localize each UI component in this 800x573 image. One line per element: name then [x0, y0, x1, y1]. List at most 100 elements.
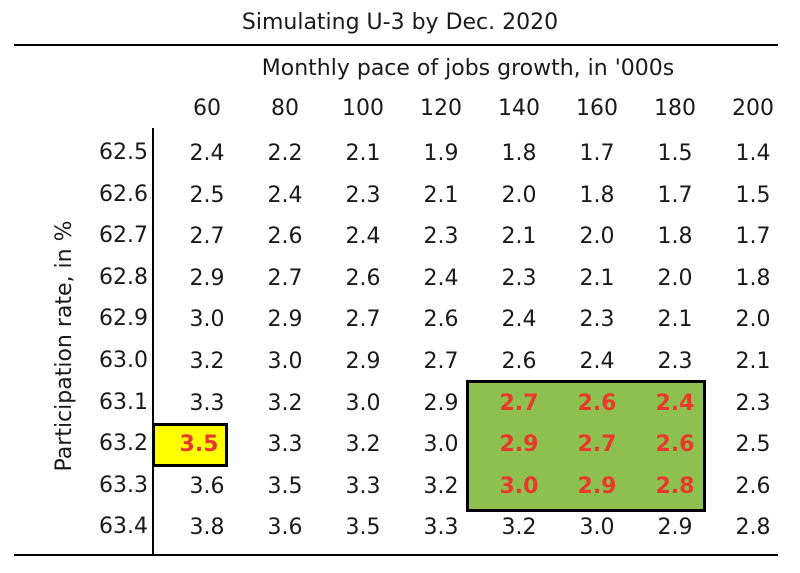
x-tick-label: 200: [732, 96, 774, 121]
table-cell: 3.3: [267, 432, 303, 458]
table-cell: 2.5: [735, 432, 771, 458]
table-cell: 2.3: [345, 182, 381, 208]
table-cell: 3.0: [345, 390, 381, 416]
table-cell: 3.8: [189, 515, 225, 541]
table-cell: 2.6: [423, 307, 459, 333]
y-tick-label: 62.7: [99, 223, 148, 249]
table-cell: 2.4: [655, 390, 695, 416]
table-cell: 2.4: [423, 265, 459, 291]
table-cell: 1.8: [735, 265, 771, 291]
table-cell: 2.4: [501, 307, 537, 333]
table-cell: 2.9: [499, 432, 539, 458]
table-cell: 3.5: [345, 515, 381, 541]
x-axis-label: Monthly pace of jobs growth, in '000s: [261, 56, 675, 81]
table-cell: 2.4: [267, 182, 303, 208]
table-cell: 3.2: [345, 432, 381, 458]
table-cell: 1.7: [657, 182, 693, 208]
table-cell: 1.9: [423, 141, 459, 166]
table-cell: 3.2: [189, 349, 225, 374]
table-cell: 2.0: [579, 224, 615, 250]
table-cell: 1.7: [579, 141, 615, 166]
table-cell: 2.4: [189, 141, 225, 166]
table-cell: 2.0: [501, 182, 537, 208]
table-cell: 3.5: [179, 432, 219, 458]
table-cell: 2.3: [579, 307, 615, 333]
table-cell: 2.6: [735, 473, 771, 499]
chart-title: Simulating U-3 by Dec. 2020: [241, 10, 559, 35]
x-tick-label: 120: [420, 96, 462, 121]
y-tick-label: 63.4: [99, 514, 148, 540]
table-cell: 2.0: [657, 265, 693, 291]
table-cell: 2.1: [579, 265, 615, 291]
table-cell: 2.6: [267, 224, 303, 250]
table-cell: 2.5: [189, 182, 225, 208]
table-cell: 3.0: [579, 515, 615, 541]
table-cell: 1.5: [657, 141, 693, 166]
table-cell: 1.4: [735, 141, 771, 166]
table-cell: 2.6: [345, 265, 381, 291]
table-cell: 3.3: [423, 515, 459, 541]
table-cell: 3.0: [189, 307, 225, 333]
table-cell: 2.2: [267, 141, 303, 166]
table-cell: 2.6: [655, 432, 695, 458]
table-cell: 3.3: [345, 473, 381, 499]
table-cell: 3.2: [423, 473, 459, 499]
table-cell: 2.1: [345, 141, 381, 166]
y-tick-label: 63.3: [99, 472, 148, 498]
table-cell: 2.9: [423, 390, 459, 416]
table-cell: 2.1: [423, 182, 459, 208]
table-cell: 2.7: [577, 432, 617, 458]
y-tick-label: 63.2: [99, 431, 148, 457]
table-cell: 2.6: [501, 349, 537, 374]
x-tick-label: 160: [576, 96, 618, 121]
table-cell: 2.7: [267, 265, 303, 291]
table-cell: 2.8: [735, 515, 771, 541]
y-axis-label: Participation rate, in %: [52, 220, 77, 472]
table-cell: 1.5: [735, 182, 771, 208]
table-cell: 2.3: [501, 265, 537, 291]
y-tick-label: 62.8: [99, 264, 148, 290]
y-tick-label: 62.5: [99, 140, 148, 165]
x-tick-label: 140: [498, 96, 540, 121]
table-cell: 2.3: [657, 349, 693, 374]
table-cell: 2.3: [735, 390, 771, 416]
y-tick-label: 62.6: [99, 181, 148, 207]
table-cell: 2.9: [189, 265, 225, 291]
row-header-divider: [152, 128, 154, 556]
table-cell: 2.7: [423, 349, 459, 374]
table-cell: 2.1: [657, 307, 693, 333]
table-cell: 2.9: [267, 307, 303, 333]
table-cell: 3.0: [423, 432, 459, 458]
top-rule: [14, 44, 778, 46]
table-cell: 2.9: [657, 515, 693, 541]
table-cell: 1.7: [735, 224, 771, 250]
table-cell: 3.6: [267, 515, 303, 541]
table-cell: 3.5: [267, 473, 303, 499]
table-cell: 2.9: [577, 473, 617, 499]
table-cell: 2.3: [423, 224, 459, 250]
x-tick-label: 80: [271, 96, 299, 121]
table-cell: 2.8: [655, 473, 695, 499]
table-cell: 2.7: [189, 224, 225, 250]
table-cell: 3.6: [189, 473, 225, 499]
x-tick-label: 100: [342, 96, 384, 121]
y-tick-label: 62.9: [99, 306, 148, 332]
table-cell: 1.8: [579, 182, 615, 208]
table-cell: 2.6: [577, 390, 617, 416]
table-cell: 3.2: [267, 390, 303, 416]
table-cell: 1.8: [501, 141, 537, 166]
table-cell: 1.8: [657, 224, 693, 250]
table-cell: 2.4: [579, 349, 615, 374]
table-cell: 2.1: [501, 224, 537, 250]
x-tick-label: 180: [654, 96, 696, 121]
y-tick-label: 63.1: [99, 389, 148, 415]
table-cell: 2.7: [499, 390, 539, 416]
y-tick-label: 63.0: [99, 348, 148, 373]
x-tick-label: 60: [193, 96, 221, 121]
table-cell: 3.0: [267, 349, 303, 374]
table-cell: 2.0: [735, 307, 771, 333]
table-cell: 3.3: [189, 390, 225, 416]
highlight-green-box: [466, 379, 706, 513]
bottom-rule: [14, 554, 778, 556]
table-cell: 3.2: [501, 515, 537, 541]
